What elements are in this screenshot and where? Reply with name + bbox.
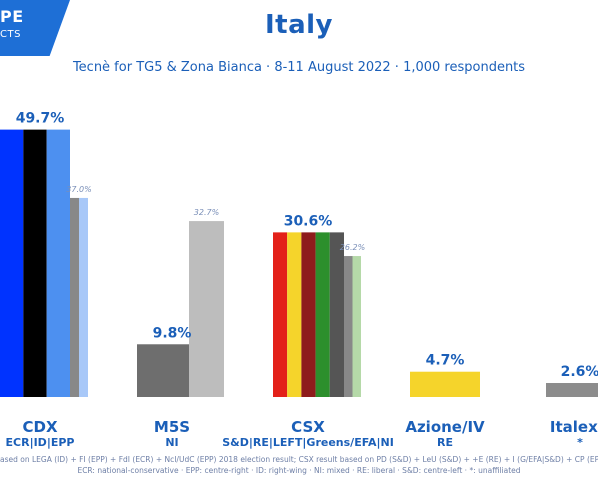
bar-0-stripe-0 [0, 129, 24, 397]
footnote-legend: ECR: national-conservative · EPP: centre… [77, 466, 521, 475]
bar-2-stripe-3 [315, 232, 330, 397]
category-name-2: CSX [291, 418, 325, 436]
footnote-method: ased on LEGA (ID) + FI (EPP) + FdI (ECR)… [0, 455, 598, 464]
bar-2-stripe-4 [329, 232, 344, 397]
category-group-4: * [577, 436, 583, 449]
logo-text: PE CTS [0, 8, 24, 44]
bar-0-stripe-1 [23, 129, 47, 397]
category-group-1: NI [165, 436, 178, 449]
compare-bar-2-stripe-0 [344, 256, 353, 397]
chart-title: Italy [264, 10, 333, 40]
value-label-2: 30.6% [284, 213, 333, 229]
category-name-3: Azione/IV [405, 418, 485, 436]
chart-subtitle: Tecnè for TG5 & Zona Bianca · 8-11 Augus… [72, 60, 526, 75]
value-label-1: 9.8% [153, 325, 192, 341]
value-label-0: 49.7% [16, 111, 65, 127]
logo-line1: PE [0, 7, 24, 26]
bar-4-stripe-0 [546, 383, 598, 397]
bar-2-stripe-0 [273, 232, 288, 397]
compare-label-2: 26.2% [340, 243, 365, 252]
compare-label-0: 37.0% [66, 185, 91, 194]
category-group-3: RE [437, 436, 453, 449]
value-label-3: 4.7% [426, 353, 465, 369]
compare-label-1: 32.7% [194, 208, 219, 217]
category-name-4: Italexit [550, 418, 598, 436]
bar-0-stripe-2 [46, 129, 70, 397]
logo-line2: CTS [0, 29, 21, 40]
bar-3-stripe-0 [410, 371, 480, 397]
compare-bar-1-stripe-0 [189, 221, 224, 397]
value-label-4: 2.6% [561, 364, 598, 380]
compare-bar-0-stripe-1 [79, 197, 88, 397]
category-group-2: S&D|RE|LEFT|Greens/EFA|NI [222, 436, 394, 449]
bar-2-stripe-2 [301, 232, 316, 397]
category-name-0: CDX [22, 418, 57, 436]
category-name-1: M5S [154, 418, 190, 436]
compare-bar-2-stripe-1 [352, 256, 361, 397]
bar-2-stripe-1 [287, 232, 302, 397]
category-group-0: ECR|ID|EPP [6, 436, 75, 449]
compare-bar-0-stripe-0 [70, 197, 79, 397]
